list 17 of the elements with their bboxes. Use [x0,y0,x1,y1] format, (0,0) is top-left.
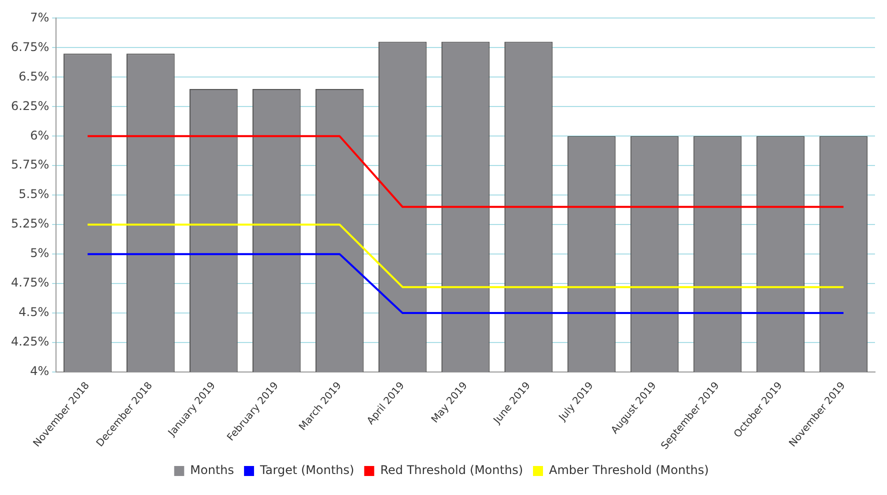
y-tick-label: 4% [30,364,50,378]
y-tick-label: 7% [30,10,50,24]
y-tick-label: 6.5% [18,69,50,84]
y-tick-label: 5.75% [10,158,50,172]
y-tick-label: 4.25% [10,334,50,349]
legend-label: Target (Months) [259,463,354,478]
y-tick-label: 5.25% [10,216,50,231]
y-tick-label: 6.75% [10,40,50,54]
y-tick-label: 6.25% [10,98,50,113]
y-tick-label: 6% [30,128,50,142]
legend-label: Months [190,463,234,478]
y-tick-label: 5.5% [18,187,50,202]
legend-label: Amber Threshold (Months) [549,463,709,478]
legend-label: Red Threshold (Months) [380,463,523,478]
y-tick-label: 5% [30,246,50,260]
y-tick-label: 4.75% [10,276,50,290]
y-tick-label: 4.5% [18,305,50,320]
